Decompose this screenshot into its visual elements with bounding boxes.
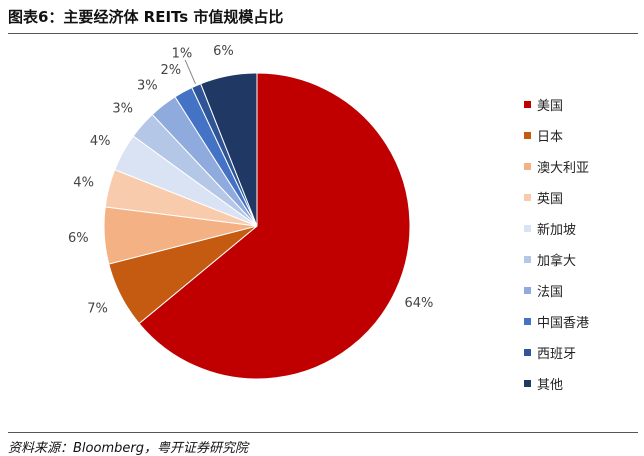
legend-swatch-4 [524, 194, 531, 201]
legend-swatch-2 [524, 132, 531, 139]
legend-swatch-9 [524, 349, 531, 356]
legend-swatch-8 [524, 318, 531, 325]
slice-label-3: 6% [68, 231, 89, 246]
slice-label-10: 6% [213, 44, 234, 59]
slice-label-5: 4% [90, 134, 111, 149]
slice-label-1: 64% [405, 296, 434, 311]
legend-label-6: 加拿大 [537, 253, 576, 269]
chart-title: 图表6：主要经济体 REITs 市值规模占比 [8, 8, 284, 26]
legend-label-9: 西班牙 [537, 347, 576, 362]
legend-swatch-10 [524, 380, 531, 387]
slice-label-8: 2% [160, 63, 181, 78]
legend-swatch-7 [524, 287, 531, 294]
legend-label-2: 日本 [537, 130, 563, 145]
title-divider [8, 33, 638, 34]
slice-labels: 64%7%6%4%4%3%3%2%1% 6% [68, 44, 433, 316]
pie-slice-10 [200, 72, 258, 227]
legend-swatch-1 [524, 101, 531, 108]
legend-label-3: 澳大利亚 [537, 160, 589, 176]
source-note: 资料来源：Bloomberg，粤开证券研究院 [8, 441, 248, 456]
legend-swatch-3 [524, 163, 531, 170]
legend-swatch-6 [524, 256, 531, 263]
slice-label-7: 3% [137, 79, 158, 94]
source-divider [8, 432, 638, 433]
pie-slice-1 [138, 72, 411, 380]
slice-label-4: 4% [73, 175, 94, 190]
slice-label-9: 1% [172, 47, 193, 62]
slice-label-2: 7% [87, 301, 108, 316]
slice-label-6: 3% [112, 102, 133, 117]
label-leader-9 [184, 59, 196, 84]
legend-label-1: 美国 [537, 99, 563, 114]
legend-label-5: 新加坡 [537, 222, 576, 238]
label-leaders [184, 59, 196, 84]
legend-label-4: 英国 [537, 192, 563, 207]
legend-label-7: 法国 [537, 285, 563, 300]
pie-slices [103, 72, 411, 380]
legend-swatch-5 [524, 225, 531, 232]
legend-label-10: 其他 [537, 378, 563, 393]
legend-label-8: 中国香港 [537, 316, 589, 331]
